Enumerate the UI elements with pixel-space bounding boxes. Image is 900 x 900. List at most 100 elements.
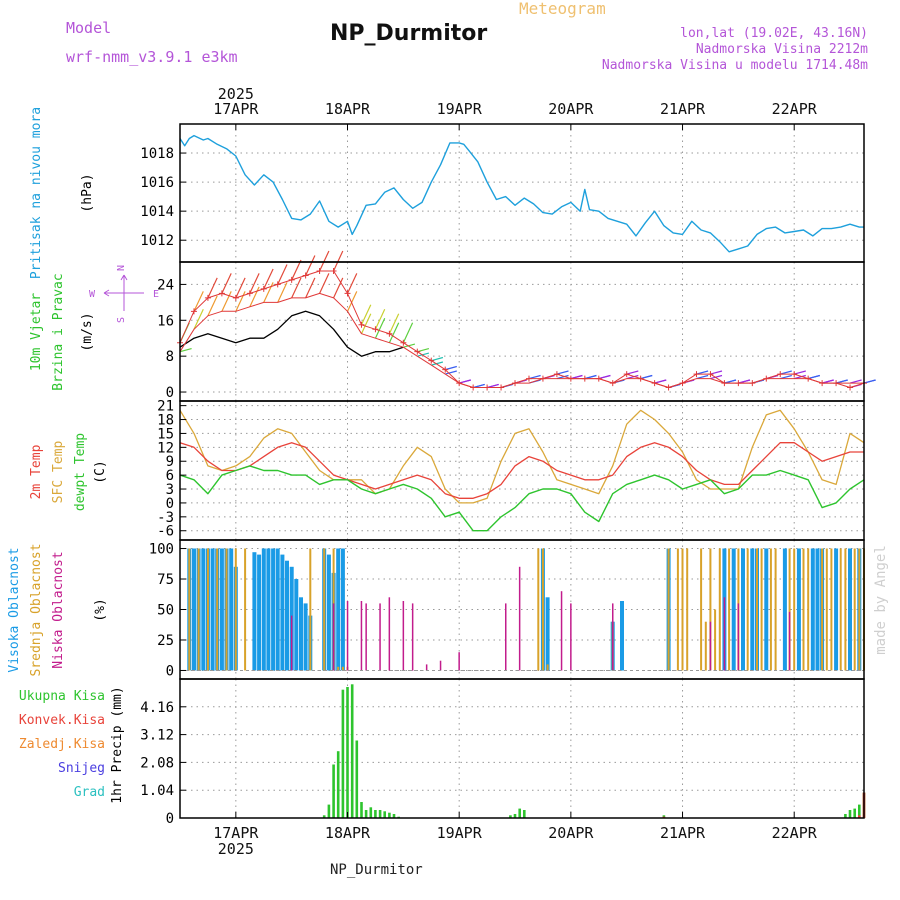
wind-arrow: [710, 370, 723, 375]
wind-gust-marker: [204, 294, 211, 301]
day-label-top: 21APR: [660, 100, 706, 118]
high-cloud-bar: [210, 548, 215, 671]
mid-cloud-bar: [244, 548, 247, 671]
wind-gust-marker: [372, 326, 379, 333]
high-cloud-bar: [271, 548, 276, 671]
wind-gust-marker: [218, 290, 225, 297]
low-cloud-bar: [737, 603, 740, 671]
mid-cloud-bar: [197, 548, 200, 671]
year-label-bottom: 2025: [218, 840, 254, 858]
wind-gust-marker: [651, 380, 658, 387]
low-cloud-bar: [709, 621, 712, 671]
y-tick-label: -3: [157, 510, 174, 526]
wind-arrow: [249, 273, 260, 294]
total-precip-bar: [848, 810, 852, 818]
high-cloud-bar: [219, 548, 224, 671]
total-precip-bar: [336, 751, 340, 818]
total-precip-bar: [374, 810, 377, 818]
high-cloud-bar: [545, 597, 550, 671]
total-precip-bar: [858, 804, 861, 818]
wind-gust-marker: [679, 380, 686, 387]
day-label-top: 19APR: [437, 100, 483, 118]
mid-cloud-bar: [341, 666, 344, 671]
cloud-axis-unit: (%): [93, 598, 108, 621]
wind-speed-line: [179, 292, 864, 388]
high-cloud-bar: [192, 548, 196, 671]
wind-gust-marker: [358, 321, 365, 328]
day-label-bottom: 20APR: [548, 824, 594, 842]
temp-axis-dewpt: dewpt Temp: [73, 433, 88, 511]
total-precip-bar: [341, 689, 345, 818]
wind-gust-marker: [623, 371, 630, 378]
low-cloud-bar: [560, 591, 563, 671]
wind-gust-marker: [232, 294, 239, 301]
wind-arrow: [445, 365, 457, 371]
high-cloud-bar: [620, 601, 624, 671]
low-cloud-bar: [388, 597, 391, 671]
wind-arrow: [808, 374, 820, 380]
wind-gust-marker: [805, 375, 812, 382]
wind-arrow: [291, 277, 302, 299]
y-tick-label: 2.08: [140, 755, 174, 771]
wind-arrow: [179, 348, 192, 353]
wind-gust-marker: [525, 375, 532, 382]
wind-arrow: [570, 374, 583, 380]
wind-arrow: [249, 286, 260, 308]
mid-cloud-bar: [541, 548, 544, 671]
compass-icon: [103, 274, 144, 311]
low-cloud-bar: [723, 597, 726, 671]
wind-arrow: [319, 250, 330, 272]
high-cloud-bar: [266, 548, 271, 671]
wind-arrow: [626, 370, 639, 375]
wind-arrow: [584, 374, 597, 380]
wind-gust-marker: [274, 281, 281, 288]
high-cloud-bar: [340, 548, 345, 671]
convective-precip-bar: [858, 815, 861, 818]
total-precip-bar: [853, 808, 856, 818]
low-cloud-bar: [365, 603, 367, 671]
y-tick-label: 0: [166, 496, 174, 512]
total-precip-bar: [346, 687, 349, 818]
wind-arrow: [263, 282, 274, 303]
mid-cloud-bar: [309, 548, 312, 671]
y-tick-label: 0: [166, 811, 174, 827]
precip-legend-item: Snijeg: [58, 761, 105, 776]
day-label-top: 17APR: [213, 100, 259, 118]
y-tick-label: 3: [166, 482, 174, 498]
wind-arrow: [388, 322, 400, 343]
low-cloud-bar: [379, 603, 381, 671]
y-tick-label: 50: [157, 603, 174, 619]
wind-arrow: [626, 374, 639, 380]
low-cloud-bar: [425, 664, 428, 671]
footer-station: NP_Durmitor: [330, 862, 423, 878]
wind-arrow: [459, 379, 471, 384]
wind-arrow: [445, 370, 457, 375]
pressure-axis-title: Pritisak na nivou mora: [29, 107, 44, 279]
mid-cloud-bar: [234, 548, 237, 671]
mid-cloud-bar: [686, 548, 689, 671]
total-precip-bar: [513, 814, 517, 818]
mid-cloud-bar: [746, 548, 749, 671]
high-cloud-bar: [280, 554, 285, 671]
low-cloud-bar: [612, 603, 614, 671]
wind-gust-marker: [288, 276, 295, 283]
wind-arrow: [360, 313, 372, 334]
mid-cloud-bar: [546, 664, 549, 671]
mid-cloud-bar: [704, 621, 707, 671]
wind-gust-marker: [707, 371, 714, 378]
high-cloud-bar: [326, 554, 331, 671]
high-cloud-bar: [303, 603, 308, 671]
precip-legend-item: Konvek.Kisa: [19, 713, 105, 728]
high-cloud-bar: [229, 548, 234, 671]
mid-cloud-bar: [700, 548, 703, 671]
wind-arrow: [374, 318, 386, 339]
high-cloud-bar: [815, 548, 820, 671]
wind-arrow: [431, 361, 444, 366]
wind-arrow: [640, 374, 653, 380]
mid-cloud-bar: [853, 548, 856, 671]
wind-gust-marker: [539, 375, 546, 382]
model-altitude: Nadmorska Visina u modelu 1714.48m: [601, 58, 868, 73]
wind-gust-marker: [302, 272, 309, 279]
wind-gust-marker: [567, 375, 574, 382]
